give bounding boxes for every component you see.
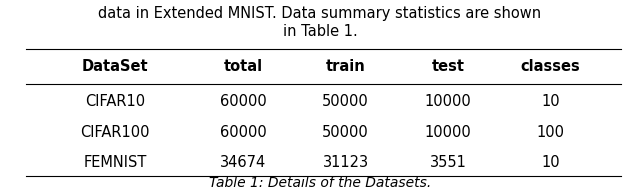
Text: 3551: 3551: [429, 155, 467, 170]
Text: 60000: 60000: [220, 125, 267, 140]
Text: 50000: 50000: [322, 125, 369, 140]
Text: 50000: 50000: [322, 94, 369, 109]
Text: 10000: 10000: [424, 94, 472, 109]
Text: 31123: 31123: [323, 155, 369, 170]
Text: test: test: [431, 59, 465, 74]
Text: data in Extended MNIST. Data summary statistics are shown: data in Extended MNIST. Data summary sta…: [99, 6, 541, 21]
Text: 60000: 60000: [220, 94, 267, 109]
Text: 10: 10: [541, 155, 560, 170]
Text: total: total: [223, 59, 263, 74]
Text: train: train: [326, 59, 365, 74]
Text: FEMNIST: FEMNIST: [83, 155, 147, 170]
Text: classes: classes: [520, 59, 580, 74]
Text: 100: 100: [536, 125, 564, 140]
Text: 10: 10: [541, 94, 560, 109]
Text: 10000: 10000: [424, 125, 472, 140]
Text: CIFAR100: CIFAR100: [81, 125, 150, 140]
Text: DataSet: DataSet: [82, 59, 148, 74]
Text: Table 1: Details of the Datasets.: Table 1: Details of the Datasets.: [209, 176, 431, 190]
Text: 34674: 34674: [220, 155, 266, 170]
Text: in Table 1.: in Table 1.: [283, 24, 357, 39]
Text: CIFAR10: CIFAR10: [85, 94, 145, 109]
